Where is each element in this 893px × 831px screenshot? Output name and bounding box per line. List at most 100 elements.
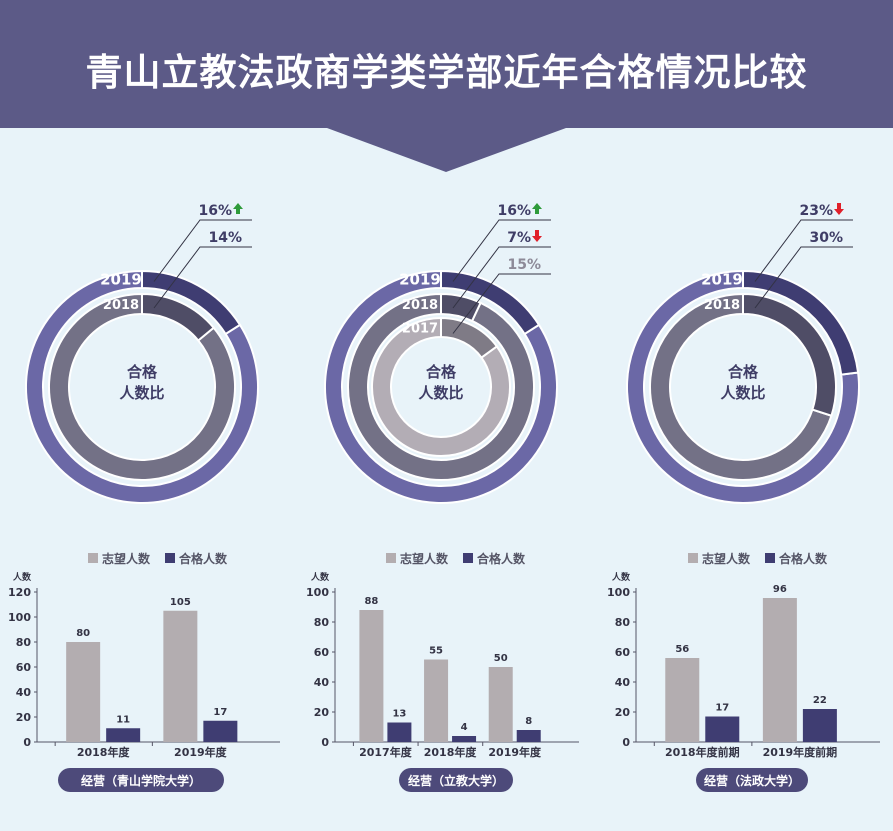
ring-year-label: 2017 [402,322,438,337]
ring-2019-passed-slice [141,269,242,336]
leader-line [754,219,853,282]
legend-swatch-passed [165,553,175,563]
y-tick-label: 80 [16,636,32,649]
pct-label: 15% [507,257,541,273]
ring-2018-remainder [649,292,833,481]
y-tick-label: 20 [615,706,631,719]
trend-up-icon [233,203,243,214]
bar-passed [705,716,740,742]
donut-center-label-line2: 人数比 [418,384,463,402]
y-tick-label: 0 [622,736,630,749]
bar-value-label: 4 [461,722,468,733]
bar-applicants [359,610,384,742]
bar-applicants [665,658,700,742]
pct-label: 16% [198,203,232,219]
bar-value-label: 96 [773,584,787,595]
y-axis-label: 人数 [310,571,330,583]
y-axis-label: 人数 [12,571,32,583]
bar-value-label: 55 [429,646,443,657]
legend-swatch-applicants [386,553,396,563]
pct-label: 23% [799,203,833,219]
bar-value-label: 13 [392,709,406,720]
y-tick-label: 40 [16,686,32,699]
y-tick-label: 0 [23,736,31,749]
y-tick-label: 100 [607,586,630,599]
x-tick-label: 2018年度 [77,745,131,759]
ring-2018-passed-slice [742,292,837,417]
leader-line [452,219,551,282]
donut-center-label-line2: 人数比 [119,384,164,402]
leader-line [754,246,853,309]
bar-passed [387,722,412,742]
bar-value-label: 11 [116,714,130,725]
bar-value-label: 80 [76,628,90,639]
y-tick-label: 40 [314,676,330,689]
ring-2018-remainder [48,292,236,481]
trend-up-icon [532,203,542,214]
bar-applicants [488,667,513,742]
donut-center-label-line1: 合格 [425,363,457,381]
bar-value-label: 56 [675,644,689,655]
legend-label-passed: 合格人数 [477,551,526,566]
bar-value-label: 8 [525,716,532,727]
chart-legend: 志望人数 合格人数 [88,551,228,566]
ring-2017-passed-slice [440,316,499,360]
header-banner [0,0,893,172]
ring-2019-passed-slice [742,269,860,376]
trend-down-icon [532,230,542,242]
x-tick-label: 2019年度 [174,745,228,759]
trend-down-icon [834,203,844,215]
ring-2017-remainder [371,316,511,457]
leader-line [452,246,551,309]
bar-applicants [762,598,797,742]
chart-caption: 经营（法政大学） [704,773,800,788]
legend-label-applicants: 志望人数 [102,551,151,566]
y-tick-label: 80 [314,616,330,629]
y-tick-label: 40 [615,676,631,689]
ring-2018-passed-slice [440,292,482,323]
pct-label: 16% [497,203,531,219]
bar-applicants [163,610,198,742]
legend-swatch-applicants [688,553,698,563]
caption-pill [399,768,513,792]
ring-year-label: 2019 [399,271,441,289]
page-title: 青山立教法政商学类学部近年合格情况比较 [85,51,808,94]
leader-line [153,246,252,309]
bar-applicants [66,642,101,742]
bar-passed [802,709,837,742]
ring-2018-remainder [347,292,535,481]
x-tick-label: 2018年度 [424,745,478,759]
y-tick-label: 60 [314,646,330,659]
y-tick-label: 100 [306,586,329,599]
donut-center-label-line1: 合格 [727,363,759,381]
x-tick-label: 2017年度 [359,745,413,759]
bar-passed [106,728,141,742]
chart-caption: 经营（青山学院大学） [81,773,201,788]
pct-label: 7% [507,230,531,246]
ring-year-label: 2019 [100,271,142,289]
chart-legend: 志望人数 合格人数 [688,551,828,566]
ring-year-label: 2018 [402,298,438,313]
bar-applicants [424,659,449,742]
y-tick-label: 80 [615,616,631,629]
bar-value-label: 88 [364,596,378,607]
ring-year-label: 2019 [701,271,743,289]
leader-line [153,219,252,282]
chart-caption: 经营（立教大学） [408,773,504,788]
pct-label: 14% [208,230,242,246]
donut-center-label-line1: 合格 [126,363,158,381]
legend-label-applicants: 志望人数 [400,551,449,566]
donut-center-label-line2: 人数比 [720,384,765,402]
x-tick-label: 2019年度 [488,745,542,759]
y-axis-label: 人数 [611,571,631,583]
legend-label-applicants: 志望人数 [702,551,751,566]
bar-value-label: 105 [170,597,191,608]
y-tick-label: 60 [615,646,631,659]
legend-label-passed: 合格人数 [779,551,828,566]
legend-label-passed: 合格人数 [179,551,228,566]
bar-passed [516,730,541,742]
caption-pill [696,768,808,792]
